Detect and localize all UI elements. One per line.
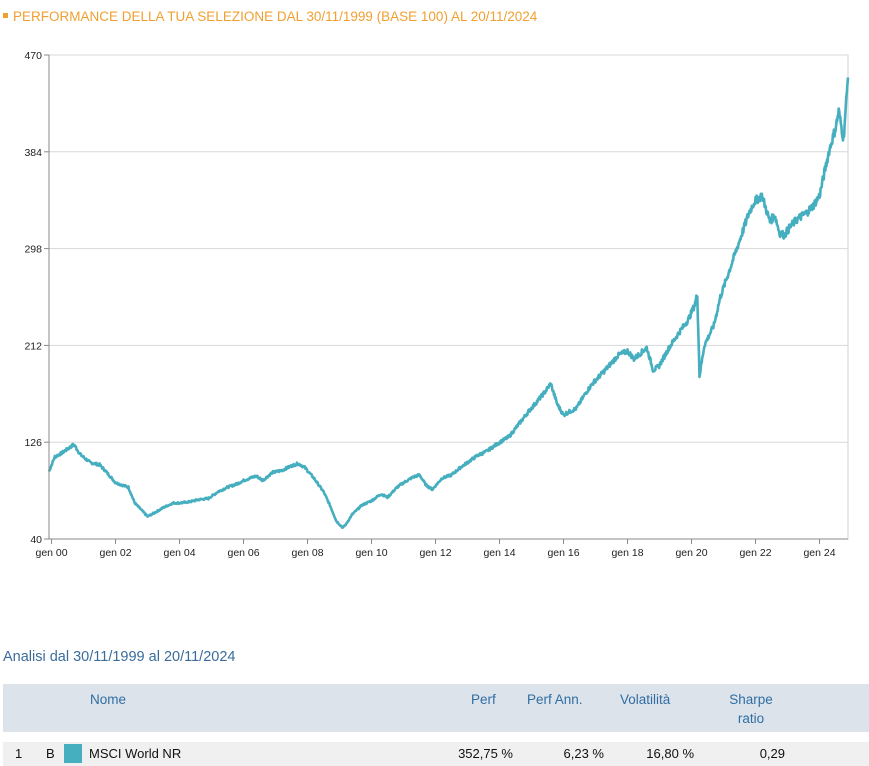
col-header-perf-ann[interactable]: Perf Ann. bbox=[527, 692, 583, 707]
x-tick-label: gen 00 bbox=[35, 547, 67, 559]
y-tick-label: 298 bbox=[24, 244, 42, 256]
col-header-sharpe-line2: ratio bbox=[737, 711, 765, 726]
analysis-title: Analisi dal 30/11/1999 al 20/11/2024 bbox=[3, 649, 236, 665]
y-tick-label: 126 bbox=[24, 437, 42, 449]
y-axis-ticks: 40 126 212 298 384 470 bbox=[24, 50, 49, 546]
x-tick-label: gen 20 bbox=[675, 547, 707, 559]
table-row[interactable]: 1 B MSCI World NR 352,75 % 6,23 % 16,80 … bbox=[3, 742, 869, 766]
col-header-sharpe-line1: Sharpe bbox=[729, 692, 773, 707]
title-bullet-icon bbox=[3, 12, 8, 18]
row-perf-ann: 6,23 % bbox=[563, 746, 604, 761]
y-tick-label: 212 bbox=[24, 340, 42, 352]
col-header-name[interactable]: Nome bbox=[90, 692, 127, 707]
x-tick-label: gen 24 bbox=[803, 547, 835, 559]
y-tick-label: 40 bbox=[30, 534, 42, 546]
x-tick-label: gen 04 bbox=[163, 547, 195, 559]
analysis-table-header: Nome Perf Perf Ann. Volatilità Sharpe ra… bbox=[3, 684, 869, 732]
x-tick-label: gen 14 bbox=[483, 547, 515, 559]
col-header-sharpe[interactable]: Sharpe ratio bbox=[725, 692, 777, 726]
row-volatility: 16,80 % bbox=[646, 746, 694, 761]
row-index: 1 bbox=[15, 746, 23, 761]
series-color-swatch bbox=[64, 744, 82, 763]
plot-area bbox=[48, 54, 849, 540]
x-tick-label: gen 16 bbox=[547, 547, 579, 559]
chart-title-text: PERFORMANCE DELLA TUA SELEZIONE DAL 30/1… bbox=[13, 9, 538, 24]
row-name[interactable]: MSCI World NR bbox=[89, 746, 182, 761]
gridlines bbox=[49, 54, 848, 443]
x-tick-label: gen 12 bbox=[419, 547, 451, 559]
row-perf: 352,75 % bbox=[458, 746, 513, 761]
col-header-volatility[interactable]: Volatilità bbox=[620, 692, 671, 707]
x-tick-label: gen 22 bbox=[739, 547, 771, 559]
series-group bbox=[47, 77, 850, 529]
x-tick-label: gen 08 bbox=[291, 547, 323, 559]
x-tick-label: gen 02 bbox=[99, 547, 131, 559]
y-tick-label: 384 bbox=[24, 147, 42, 159]
x-tick-label: gen 10 bbox=[355, 547, 387, 559]
series-line bbox=[47, 77, 850, 529]
x-axis-ticks: gen 00 gen 02 gen 04 gen 06 gen 08 gen 10 gen … bbox=[35, 539, 836, 559]
x-tick-label: gen 06 bbox=[227, 547, 259, 559]
chart-title: PERFORMANCE DELLA TUA SELEZIONE DAL 30/1… bbox=[3, 9, 537, 24]
row-sharpe: 0,29 bbox=[759, 746, 785, 761]
y-tick-label: 470 bbox=[24, 50, 42, 62]
col-header-perf[interactable]: Perf bbox=[471, 692, 496, 707]
row-code: B bbox=[46, 746, 55, 761]
x-tick-label: gen 18 bbox=[611, 547, 643, 559]
